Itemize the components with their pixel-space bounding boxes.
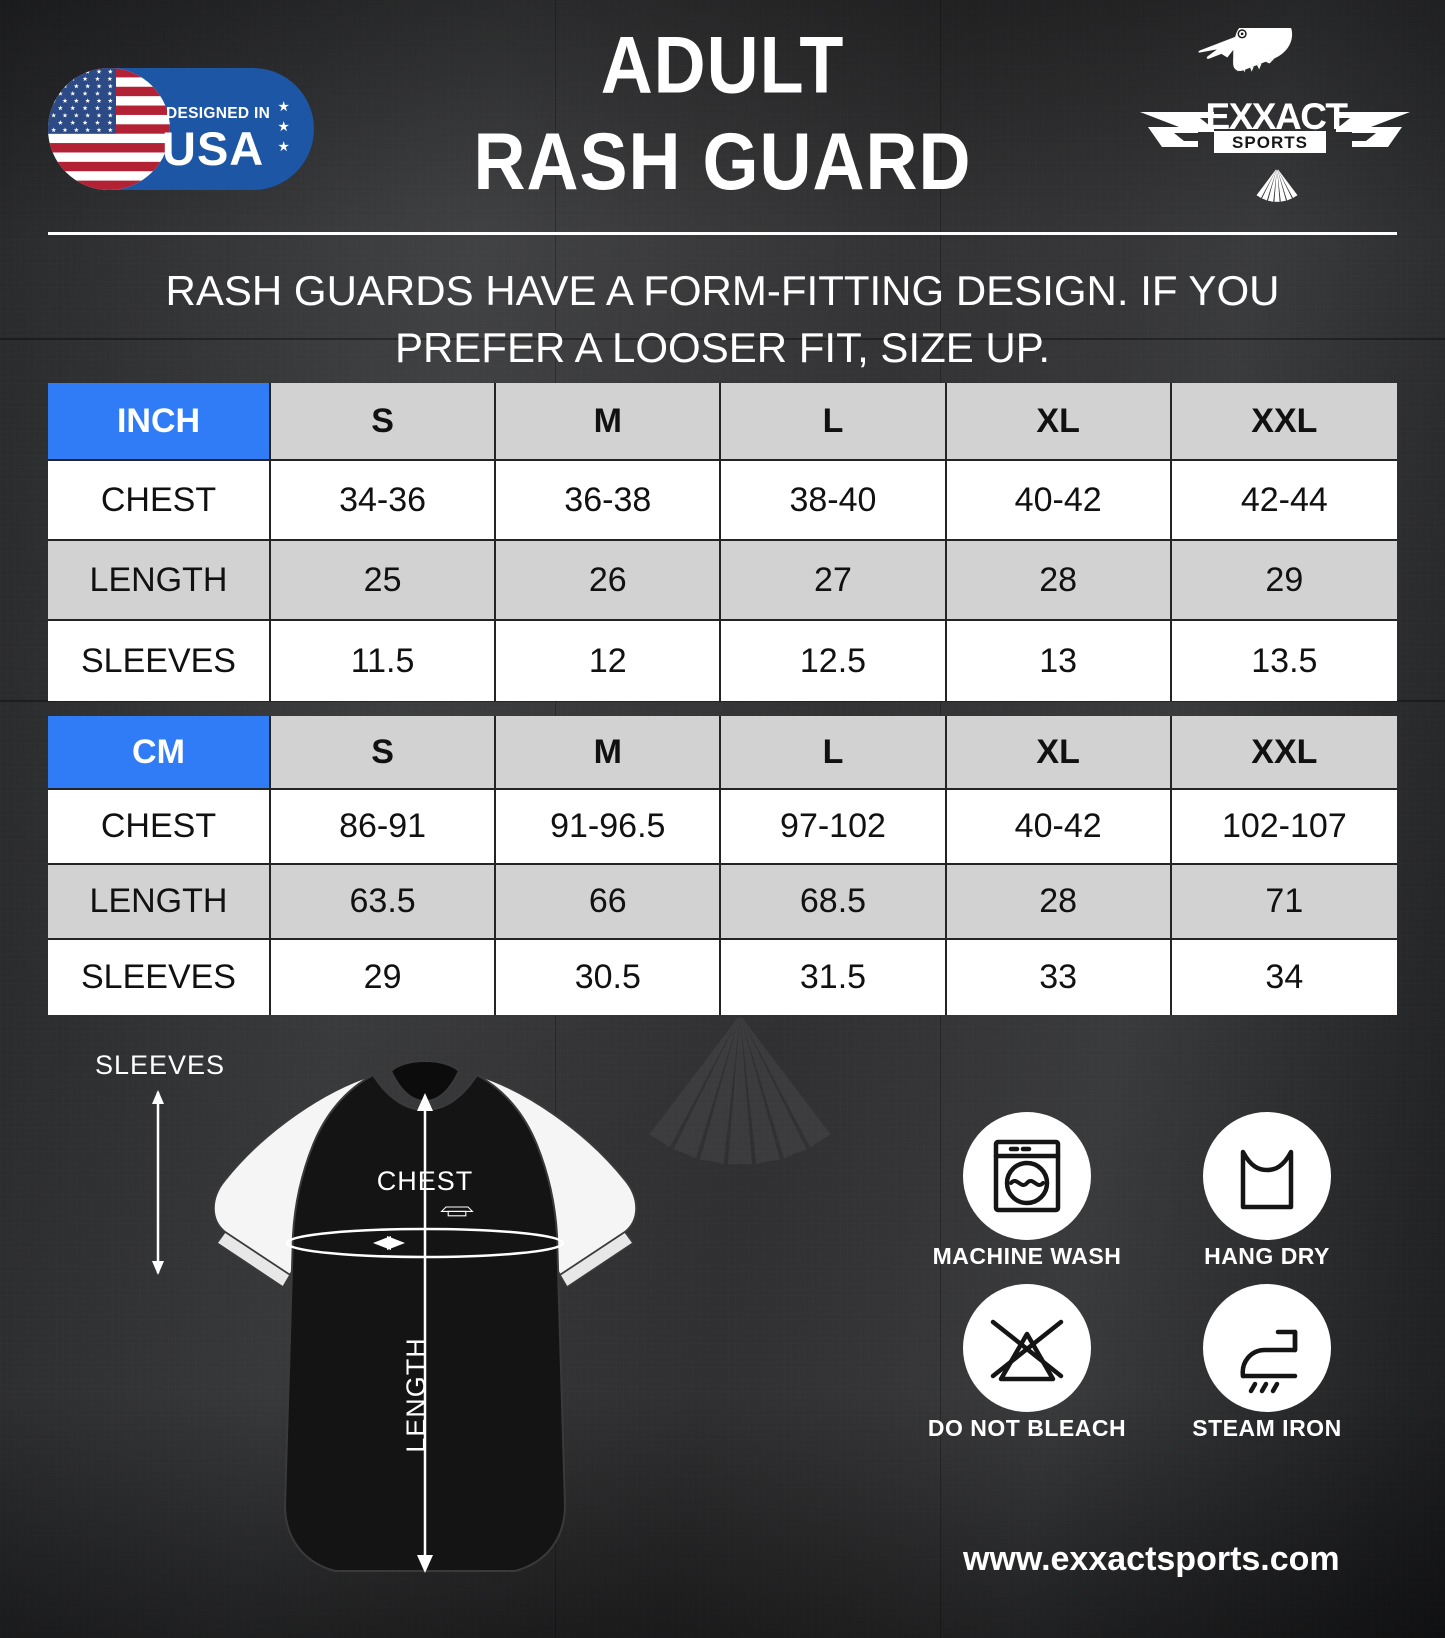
svg-text:LENGTH: LENGTH <box>401 1337 431 1453</box>
svg-text:SPORTS: SPORTS <box>1232 133 1308 152</box>
svg-text:EXXACT: EXXACT <box>1205 96 1348 137</box>
